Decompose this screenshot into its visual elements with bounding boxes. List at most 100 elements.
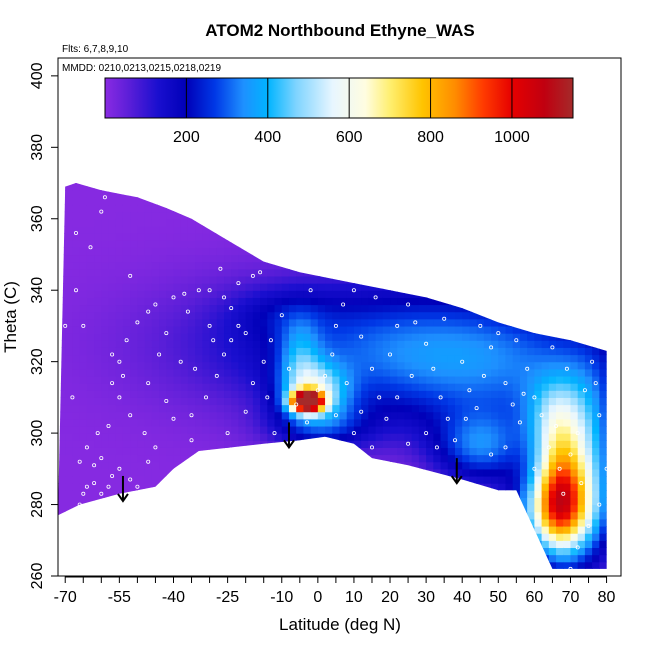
heatmap-cell [368,311,377,320]
heatmap-cell [231,311,240,320]
heatmap-cell [65,375,74,384]
heatmap-cell [267,425,276,434]
heatmap-cell [382,275,391,284]
heatmap-cell [519,454,528,463]
heatmap-cell [548,561,557,569]
heatmap-cell [144,361,153,370]
heatmap-cell [130,425,138,434]
heatmap-cell [462,354,471,363]
heatmap-cell [180,333,189,341]
flights-subtitle: Flts: 6,7,8,9,10 [62,44,129,55]
heatmap-cell [404,347,413,356]
heatmap-cell [137,404,146,413]
sample-point [146,309,151,314]
heatmap-cell [274,290,283,298]
sample-point [333,413,338,418]
heatmap-cell [216,390,225,398]
heatmap-cell [505,483,514,491]
heatmap-cell [317,354,326,363]
heatmap-cell [202,225,211,234]
heatmap-cell [187,340,196,348]
heatmap-cell [534,483,543,491]
heatmap-cell [296,368,305,377]
heatmap-cell [173,418,182,427]
heatmap-cell [491,361,499,370]
heatmap-cell [72,297,81,306]
sample-point [84,445,89,450]
heatmap-cell [144,475,153,484]
heatmap-cell [130,211,138,220]
heatmap-cell [411,311,420,320]
sample-point [467,388,472,393]
heatmap-cell [454,447,463,456]
heatmap-cell [469,490,478,498]
heatmap-cell [599,497,607,506]
heatmap-cell [325,290,333,298]
heatmap-cell [541,525,550,534]
heatmap-cell [130,390,138,398]
heatmap-cell [411,304,420,313]
heatmap-cell [606,347,607,356]
heatmap-cell [469,397,478,406]
heatmap-cell [252,268,261,277]
heatmap-cell [418,390,427,398]
heatmap-cell [310,275,319,284]
heatmap-cell [368,283,377,291]
heatmap-cell [519,347,528,356]
heatmap-cell [58,354,66,363]
heatmap-cell [72,211,81,220]
heatmap-cell [404,333,413,341]
heatmap-cell [556,440,564,448]
heatmap-cell [512,325,521,334]
heatmap-cell [411,383,420,391]
heatmap-cell [346,440,355,448]
heatmap-cell [353,440,362,448]
heatmap-cell [238,261,247,270]
heatmap-cell [216,290,225,298]
heatmap-cell [411,375,420,384]
heatmap-cell [548,525,557,534]
sample-point [196,288,201,293]
heatmap-cell [195,418,203,427]
heatmap-cell [86,225,95,234]
heatmap-cell [433,440,442,448]
heatmap-cell [563,404,572,413]
heatmap-cell [440,454,449,463]
heatmap-cell [368,397,377,406]
heatmap-cell [491,440,499,448]
sample-point [478,323,483,328]
heatmap-cell [440,411,449,420]
sample-point [315,388,320,393]
heatmap-cell [296,404,305,413]
x-axis: -70 -55 -40 -25 -10 0 10 20 30 40 50 60 70 80 [54,576,616,606]
heatmap-cell [260,318,268,327]
heatmap-cell [159,411,167,420]
heatmap-cell [353,304,362,313]
heatmap-cell [577,418,586,427]
heatmap-field [58,183,607,569]
heatmap-cell [361,375,369,384]
heatmap-cell [238,383,247,391]
heatmap-cell [570,483,579,491]
heatmap-cell [137,433,146,441]
heatmap-cell [491,475,499,484]
heatmap-cell [498,340,507,348]
heatmap-cell [541,433,550,441]
heatmap-cell [310,347,319,356]
heatmap-cell [541,461,550,470]
heatmap-cell [527,447,535,456]
heatmap-cell [454,440,463,448]
heatmap-cell [462,311,471,320]
heatmap-cell [58,368,66,377]
heatmap-cell [101,275,110,284]
heatmap-cell [498,490,507,498]
heatmap-cell [94,404,102,413]
heatmap-cell [130,233,138,241]
heatmap-cell [101,254,110,263]
heatmap-cell [260,411,268,420]
heatmap-cell [462,318,471,327]
heatmap-cell [577,361,586,370]
heatmap-cell [187,447,196,456]
heatmap-cell [563,504,572,513]
heatmap-cell [606,397,607,406]
